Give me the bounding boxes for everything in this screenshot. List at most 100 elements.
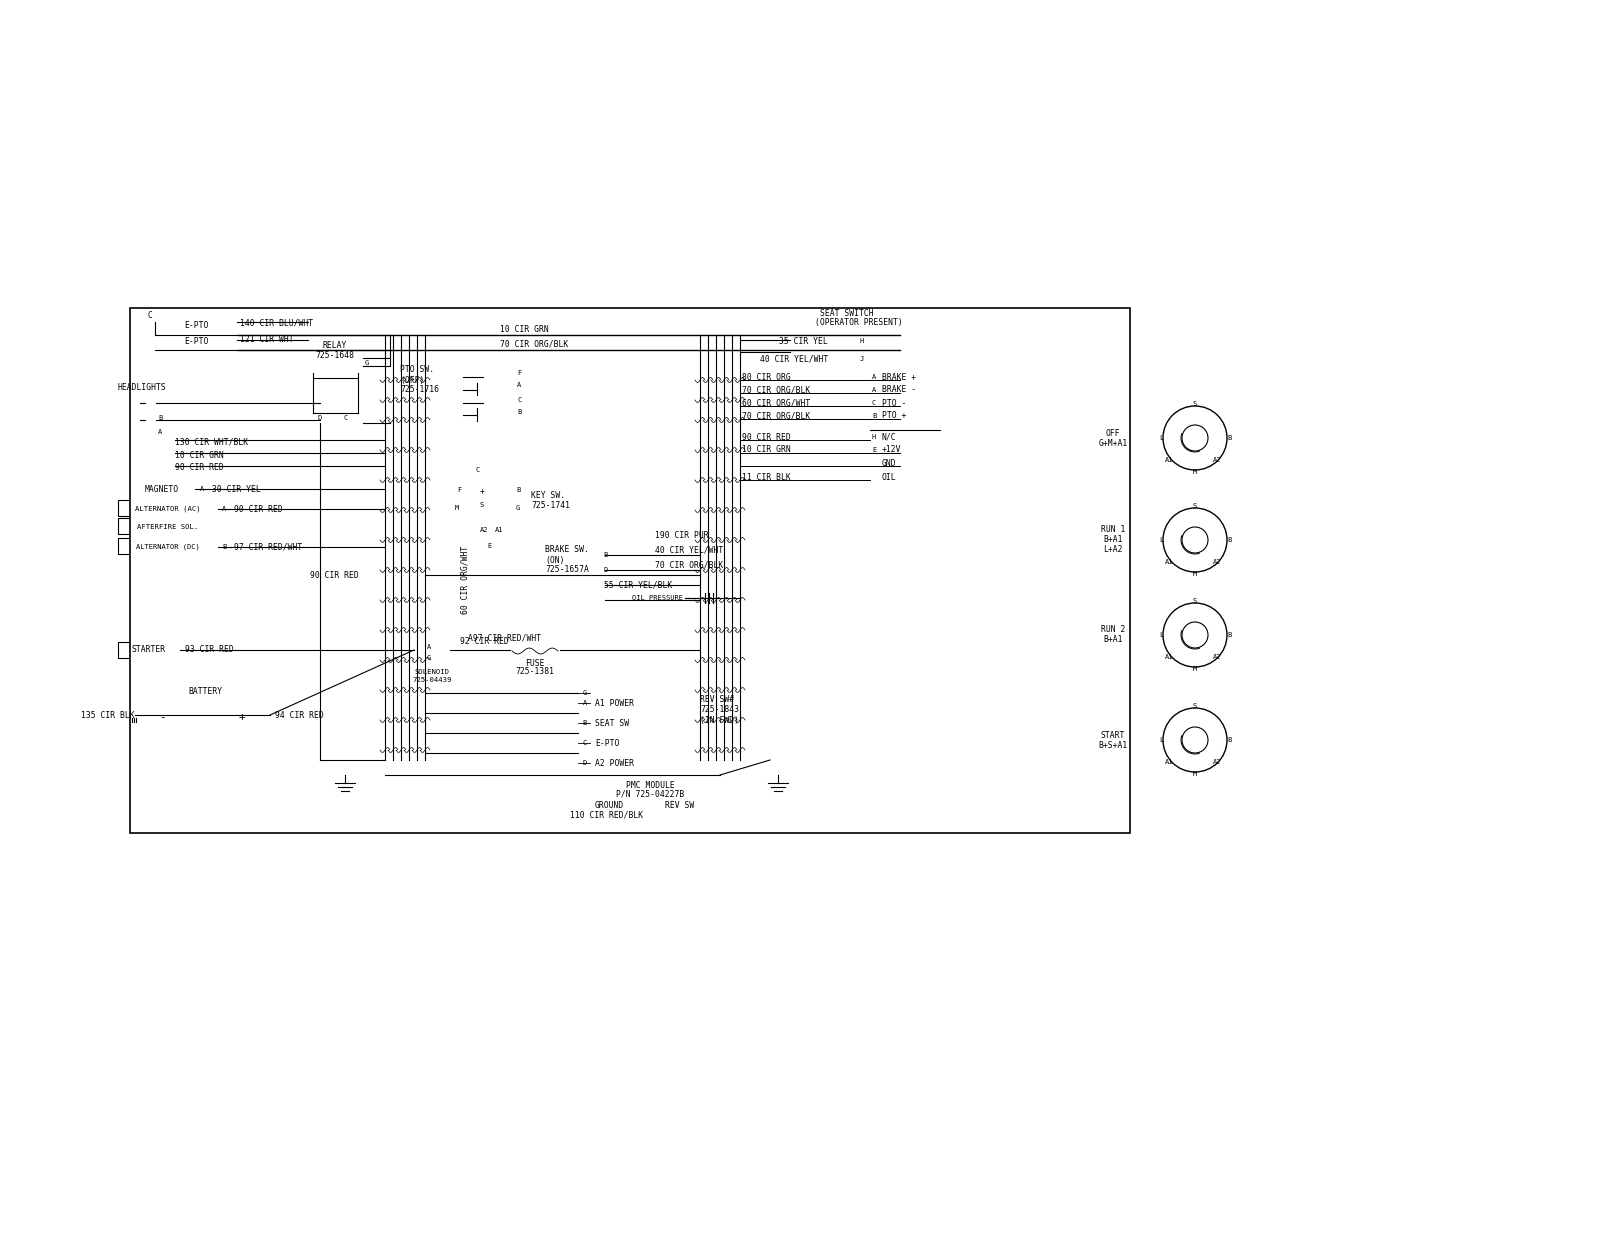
- Text: SOLENOID: SOLENOID: [414, 669, 450, 675]
- Text: S: S: [480, 503, 485, 508]
- Bar: [130, 308, 1130, 833]
- Text: 30 CIR YEL: 30 CIR YEL: [211, 484, 261, 494]
- Text: +: +: [238, 712, 245, 722]
- Text: S: S: [1194, 598, 1197, 604]
- Text: A1: A1: [1165, 558, 1173, 565]
- Text: 121 CIR WHT: 121 CIR WHT: [240, 335, 294, 345]
- Bar: [307, 357, 363, 423]
- Text: B: B: [222, 544, 226, 550]
- Text: A: A: [872, 387, 877, 393]
- Text: 90 CIR RED: 90 CIR RED: [234, 505, 283, 514]
- Text: OFF: OFF: [1106, 428, 1120, 438]
- Text: BRAKE +: BRAKE +: [882, 372, 917, 381]
- Bar: [155, 333, 237, 350]
- Text: N/C: N/C: [882, 433, 896, 442]
- Text: 94 CIR RED: 94 CIR RED: [275, 711, 323, 720]
- Text: 725-1381: 725-1381: [515, 666, 555, 675]
- Text: C: C: [582, 740, 587, 746]
- Bar: [510, 643, 560, 659]
- Text: D: D: [603, 567, 608, 573]
- Text: RUN 1: RUN 1: [1101, 525, 1125, 535]
- Text: A1: A1: [1165, 654, 1173, 660]
- Text: M: M: [1194, 771, 1197, 777]
- Text: 725-1648: 725-1648: [315, 350, 355, 360]
- Text: A: A: [222, 506, 226, 513]
- Text: B: B: [1227, 737, 1230, 743]
- Text: KEY SW.: KEY SW.: [531, 490, 565, 499]
- Text: 725-1741: 725-1741: [531, 501, 570, 510]
- Bar: [118, 517, 218, 534]
- Text: A1 POWER: A1 POWER: [595, 699, 634, 707]
- Text: J: J: [861, 356, 864, 362]
- Text: S: S: [1194, 401, 1197, 407]
- Text: 90 CIR RED: 90 CIR RED: [174, 463, 224, 473]
- Text: 60 CIR ORG/WHT: 60 CIR ORG/WHT: [461, 546, 469, 614]
- Text: A: A: [872, 374, 877, 380]
- Text: A: A: [158, 429, 162, 436]
- Text: 90 CIR RED: 90 CIR RED: [310, 571, 358, 580]
- Text: 60 CIR ORG/WHT: 60 CIR ORG/WHT: [742, 398, 810, 407]
- Text: E: E: [486, 544, 491, 549]
- Text: A97 CIR RED/WHT: A97 CIR RED/WHT: [467, 633, 541, 643]
- Text: START: START: [1101, 731, 1125, 740]
- Text: (OFF): (OFF): [400, 376, 424, 385]
- Text: 10 CIR GRN: 10 CIR GRN: [174, 450, 224, 459]
- Text: 10 CIR GRN: 10 CIR GRN: [499, 325, 549, 335]
- Text: STARTER: STARTER: [131, 645, 166, 654]
- Text: B+A1: B+A1: [1104, 536, 1123, 545]
- Text: 80 CIR ORG: 80 CIR ORG: [742, 372, 790, 381]
- Text: A: A: [200, 486, 205, 491]
- Bar: [630, 588, 685, 608]
- Text: B+S+A1: B+S+A1: [1098, 741, 1128, 750]
- Text: M: M: [1194, 469, 1197, 475]
- Text: L: L: [1158, 632, 1163, 638]
- Text: E: E: [872, 447, 877, 453]
- Bar: [229, 732, 253, 750]
- Text: 10 CIR GRN: 10 CIR GRN: [742, 446, 790, 454]
- Text: GROUND: GROUND: [595, 800, 624, 809]
- Text: B: B: [517, 410, 522, 414]
- Text: A1: A1: [1165, 759, 1173, 764]
- Text: 725-1843: 725-1843: [701, 705, 739, 715]
- Text: BATTERY: BATTERY: [187, 688, 222, 696]
- Text: E-PTO: E-PTO: [595, 738, 619, 747]
- Text: 140 CIR BLU/WHT: 140 CIR BLU/WHT: [240, 319, 314, 328]
- Bar: [118, 642, 179, 658]
- Text: +: +: [480, 488, 485, 496]
- Text: C: C: [872, 400, 877, 406]
- Bar: [835, 333, 858, 349]
- Bar: [154, 732, 179, 750]
- Bar: [454, 365, 515, 419]
- Bar: [590, 690, 710, 774]
- Text: A2 POWER: A2 POWER: [595, 758, 634, 767]
- Text: BRAKE SW.: BRAKE SW.: [546, 546, 589, 555]
- Text: L: L: [1158, 737, 1163, 743]
- Text: 70 CIR ORG/BLK: 70 CIR ORG/BLK: [654, 561, 723, 570]
- Text: ALTERNATOR (DC): ALTERNATOR (DC): [136, 544, 200, 550]
- Text: L: L: [1158, 436, 1163, 441]
- Text: E-PTO: E-PTO: [184, 320, 208, 330]
- Text: G: G: [427, 655, 430, 661]
- Text: 92 CIR RED: 92 CIR RED: [461, 638, 509, 647]
- Text: M: M: [1194, 666, 1197, 671]
- Text: 40 CIR YEL/WHT: 40 CIR YEL/WHT: [760, 355, 829, 364]
- Bar: [605, 545, 650, 580]
- Text: A2: A2: [1213, 759, 1221, 764]
- Text: MAGNETO: MAGNETO: [146, 484, 179, 494]
- Text: B: B: [158, 414, 162, 421]
- Text: 70 CIR ORG/BLK: 70 CIR ORG/BLK: [742, 386, 810, 395]
- Text: (ON): (ON): [546, 556, 565, 565]
- Text: RUN 2: RUN 2: [1101, 625, 1125, 634]
- Text: OIL PRESSURE: OIL PRESSURE: [632, 594, 683, 601]
- Text: A2: A2: [1213, 457, 1221, 463]
- Text: SEAT SW: SEAT SW: [595, 719, 629, 727]
- Text: SEAT SWITCH: SEAT SWITCH: [819, 309, 874, 318]
- Text: D: D: [582, 759, 587, 766]
- Text: REV SW#: REV SW#: [701, 695, 734, 705]
- Text: PTO SW.: PTO SW.: [400, 366, 434, 375]
- Text: C: C: [517, 397, 522, 403]
- Text: RELAY: RELAY: [323, 341, 347, 350]
- Text: G: G: [365, 360, 370, 366]
- Text: 130 CIR WHT/BLK: 130 CIR WHT/BLK: [174, 438, 248, 447]
- Text: 725-04439: 725-04439: [413, 678, 451, 683]
